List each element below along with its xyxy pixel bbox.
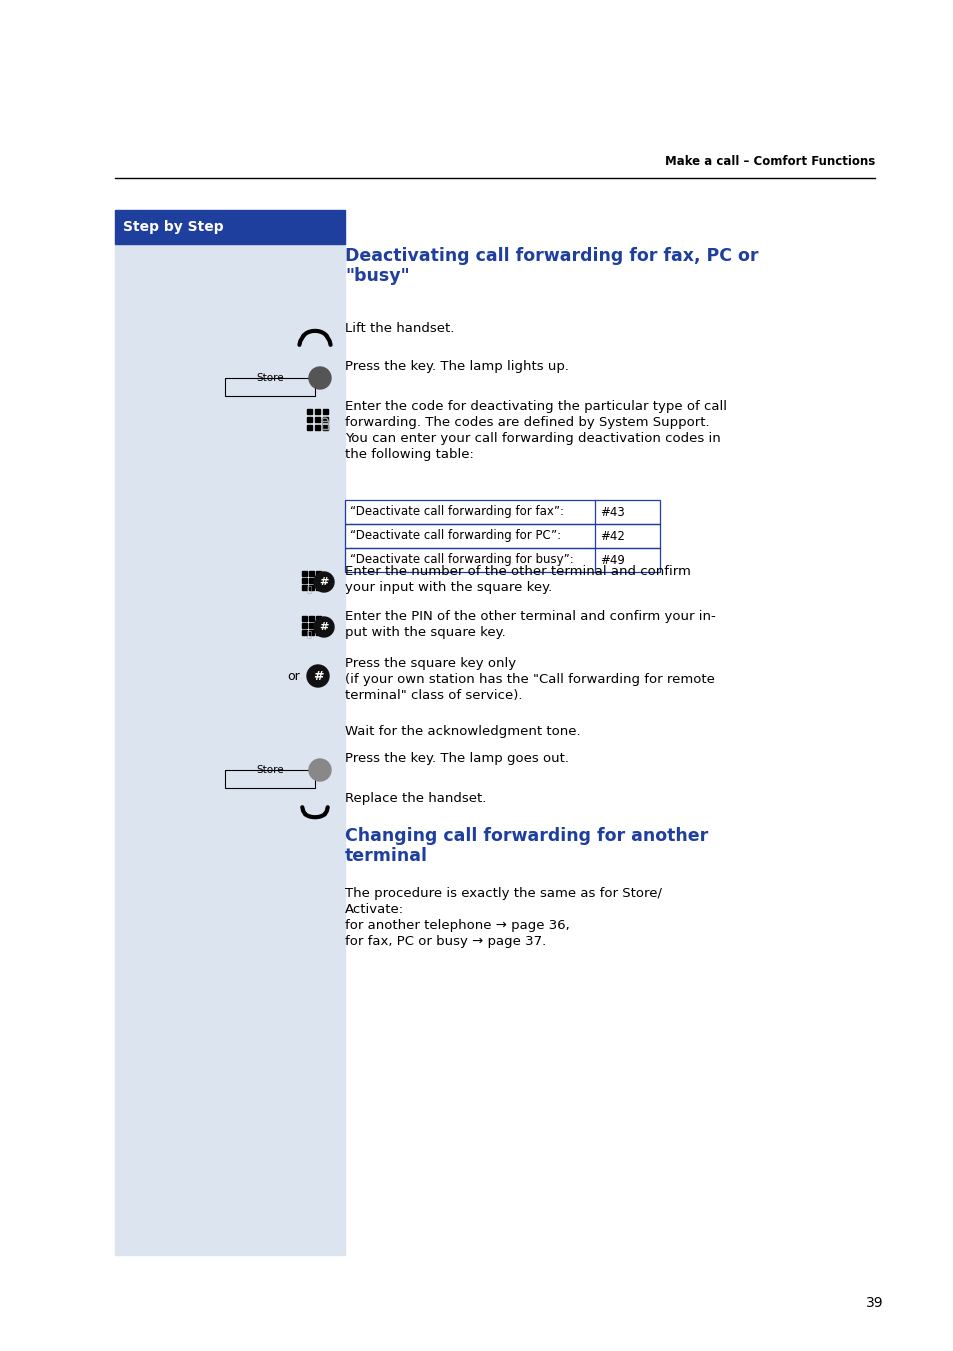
Bar	[302, 578, 307, 584]
Text: your input with the square key.: your input with the square key.	[345, 581, 552, 594]
Bar	[309, 585, 314, 590]
Text: You can enter your call forwarding deactivation codes in: You can enter your call forwarding deact…	[345, 432, 720, 444]
Text: the following table:: the following table:	[345, 449, 474, 461]
Bar	[302, 571, 307, 576]
Text: (if your own station has the "Call forwarding for remote: (if your own station has the "Call forwa…	[345, 673, 714, 686]
Bar	[345, 500, 659, 524]
Bar	[315, 630, 320, 635]
Bar	[315, 616, 320, 621]
Text: Press the key. The lamp goes out.: Press the key. The lamp goes out.	[345, 753, 568, 765]
Text: Activate:: Activate:	[345, 902, 404, 916]
Circle shape	[309, 367, 331, 389]
Text: Changing call forwarding for another: Changing call forwarding for another	[345, 827, 707, 844]
Bar	[225, 378, 314, 396]
Bar	[302, 623, 307, 628]
Bar	[315, 571, 320, 576]
Circle shape	[314, 617, 334, 638]
Text: “Deactivate call forwarding for busy”:: “Deactivate call forwarding for busy”:	[350, 554, 573, 566]
Bar	[307, 408, 313, 413]
Text: Step by Step: Step by Step	[123, 220, 223, 234]
Text: Make a call – Comfort Functions: Make a call – Comfort Functions	[664, 155, 874, 168]
Text: #: #	[313, 670, 323, 682]
Circle shape	[314, 571, 334, 592]
Text: #42: #42	[599, 530, 624, 543]
Text: Store: Store	[256, 373, 283, 382]
Text: or: or	[287, 670, 299, 682]
Bar	[302, 616, 307, 621]
Text: Store: Store	[256, 765, 283, 775]
Bar	[345, 524, 659, 549]
Text: “Deactivate call forwarding for PC”:: “Deactivate call forwarding for PC”:	[350, 530, 560, 543]
Bar	[315, 585, 320, 590]
Text: for another telephone → page 36,: for another telephone → page 36,	[345, 919, 569, 932]
Bar	[307, 416, 313, 422]
Text: Enter the number of the other terminal and confirm: Enter the number of the other terminal a…	[345, 565, 690, 578]
Bar	[302, 585, 307, 590]
Text: put with the square key.: put with the square key.	[345, 626, 505, 639]
Text: Wait for the acknowledgment tone.: Wait for the acknowledgment tone.	[345, 725, 580, 738]
Bar	[315, 424, 320, 430]
Text: "busy": "busy"	[345, 267, 409, 285]
Text: Enter the PIN of the other terminal and confirm your in-: Enter the PIN of the other terminal and …	[345, 611, 715, 623]
Text: Replace the handset.: Replace the handset.	[345, 792, 486, 805]
Text: #49: #49	[599, 554, 624, 566]
Bar	[309, 616, 314, 621]
Text: 39: 39	[865, 1296, 882, 1310]
Text: #: #	[319, 577, 329, 586]
Bar	[315, 623, 320, 628]
Text: “Deactivate call forwarding for fax”:: “Deactivate call forwarding for fax”:	[350, 505, 563, 519]
Bar	[323, 424, 328, 430]
Text: Press the key. The lamp lights up.: Press the key. The lamp lights up.	[345, 359, 568, 373]
Bar	[345, 549, 659, 571]
Text: terminal" class of service).: terminal" class of service).	[345, 689, 522, 703]
Bar	[309, 630, 314, 635]
Bar	[309, 571, 314, 576]
Bar	[323, 416, 328, 422]
Bar	[309, 578, 314, 584]
Bar	[315, 408, 320, 413]
Text: The procedure is exactly the same as for Store/: The procedure is exactly the same as for…	[345, 888, 661, 900]
Bar	[323, 408, 328, 413]
Bar	[115, 235, 345, 1255]
Circle shape	[307, 665, 329, 688]
Text: ✋: ✋	[306, 631, 312, 639]
Bar	[309, 623, 314, 628]
Bar	[307, 424, 313, 430]
Text: ✋: ✋	[306, 585, 312, 594]
Circle shape	[309, 759, 331, 781]
Text: for fax, PC or busy → page 37.: for fax, PC or busy → page 37.	[345, 935, 546, 948]
Text: terminal: terminal	[345, 847, 428, 865]
Bar	[225, 770, 314, 788]
Bar	[315, 578, 320, 584]
Text: #43: #43	[599, 505, 624, 519]
Bar	[315, 416, 320, 422]
Text: Press the square key only: Press the square key only	[345, 657, 516, 670]
Text: Lift the handset.: Lift the handset.	[345, 322, 454, 335]
Text: Enter the code for deactivating the particular type of call: Enter the code for deactivating the part…	[345, 400, 726, 413]
Text: forwarding. The codes are defined by System Support.: forwarding. The codes are defined by Sys…	[345, 416, 709, 430]
Bar	[115, 209, 345, 245]
Text: Deactivating call forwarding for fax, PC or: Deactivating call forwarding for fax, PC…	[345, 247, 758, 265]
Bar	[302, 630, 307, 635]
Text: #: #	[319, 621, 329, 632]
